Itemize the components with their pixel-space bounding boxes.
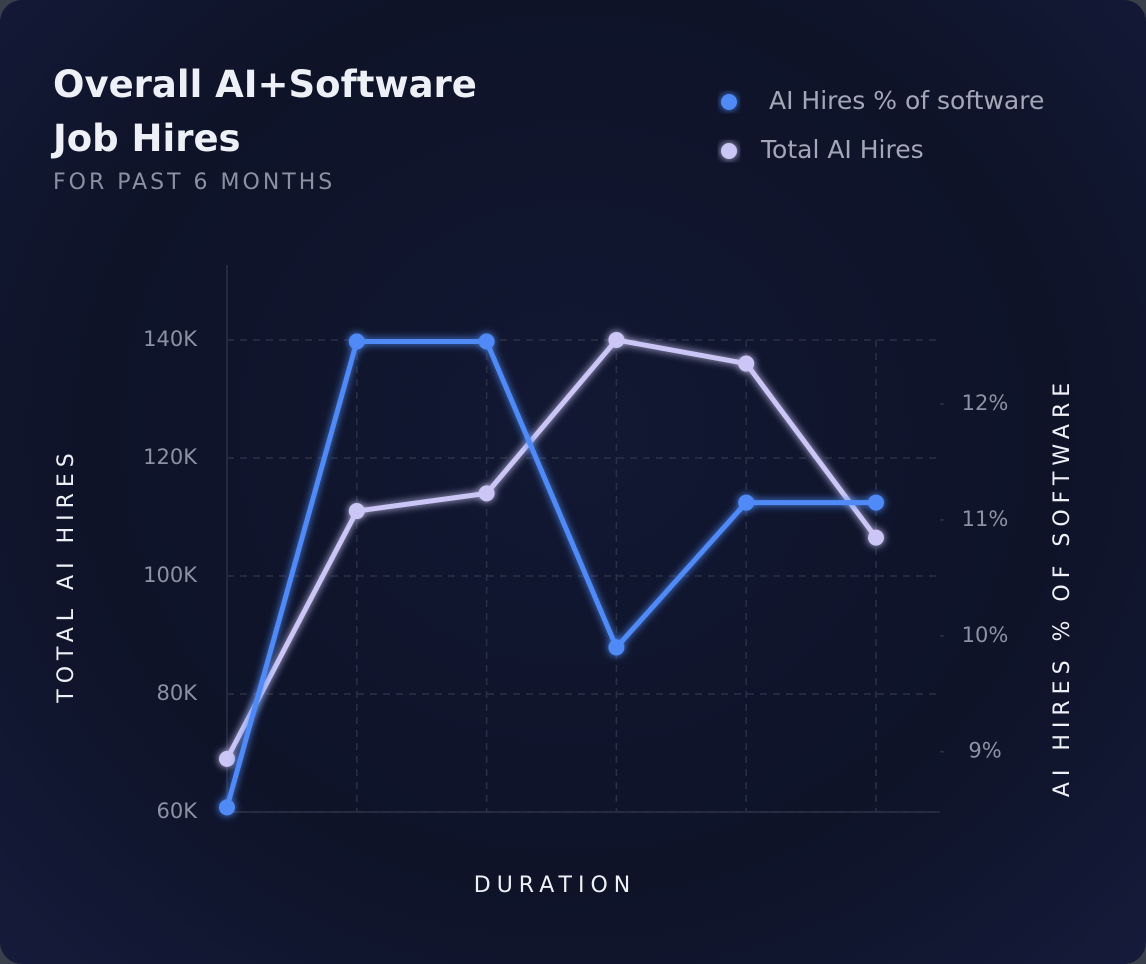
data-point bbox=[868, 494, 884, 511]
y-tick-label: 100K bbox=[143, 563, 198, 587]
y-tick-label: 120K bbox=[143, 445, 198, 469]
data-point bbox=[738, 355, 755, 372]
data-point bbox=[348, 503, 365, 520]
y2-tick-label: 10% bbox=[962, 623, 1009, 647]
y-axis-label: TOTAL AI HIRES bbox=[54, 447, 79, 704]
y2-axis-label: AI HIRES % OF SOFTWARE bbox=[1050, 377, 1075, 797]
series-line bbox=[224, 338, 876, 809]
y2-tick-label: 12% bbox=[962, 391, 1009, 415]
data-point bbox=[348, 333, 365, 350]
data-point bbox=[478, 333, 495, 350]
y2-tick-label: 11% bbox=[962, 507, 1009, 531]
data-point bbox=[219, 799, 235, 816]
chart-title: Overall AI+Software Job Hires bbox=[53, 63, 477, 160]
y-tick-label: 60K bbox=[157, 799, 199, 823]
data-point bbox=[608, 639, 625, 656]
data-point bbox=[738, 494, 755, 511]
legend-marker bbox=[721, 143, 737, 159]
y-tick-label: 80K bbox=[157, 681, 199, 705]
series-line bbox=[224, 337, 879, 761]
series bbox=[219, 331, 884, 767]
data-point bbox=[608, 331, 625, 348]
series bbox=[219, 333, 884, 816]
legend-marker bbox=[721, 94, 737, 110]
legend-label: AI Hires % of software bbox=[769, 86, 1044, 115]
data-point bbox=[478, 485, 495, 502]
data-point bbox=[868, 529, 884, 546]
y2-tick-label: 9% bbox=[968, 739, 1001, 763]
y-tick-label: 140K bbox=[143, 327, 198, 351]
legend-label: Total AI Hires bbox=[760, 135, 924, 164]
chart-subtitle: FOR PAST 6 MONTHS bbox=[53, 170, 336, 195]
x-axis-label: DURATION bbox=[474, 873, 636, 898]
data-point bbox=[219, 750, 235, 767]
